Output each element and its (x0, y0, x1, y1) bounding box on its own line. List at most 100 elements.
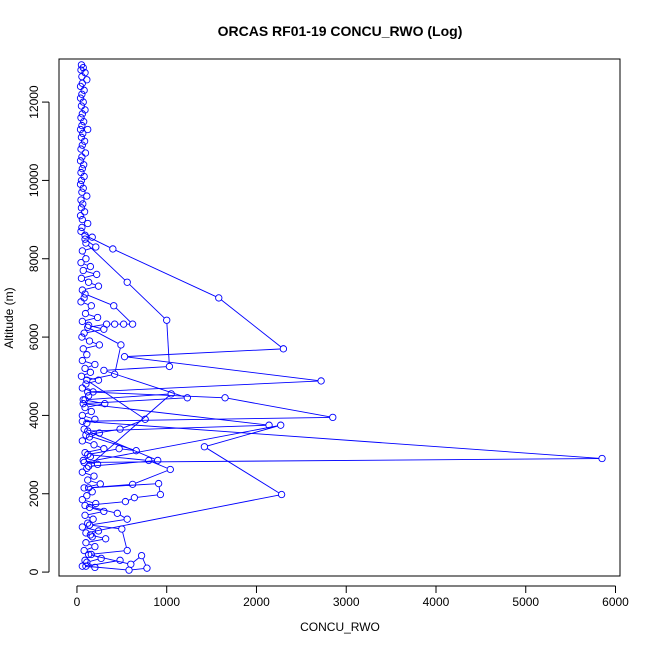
data-point (93, 313, 102, 322)
series-line-segment (85, 500, 93, 504)
data-point (329, 413, 337, 422)
series-line-segment (88, 393, 169, 400)
data-point (78, 495, 86, 504)
y-axis: 0 2000 4000 6000 8000 10000 12000 (27, 85, 50, 575)
series-line-segment (91, 550, 125, 555)
data-point (78, 215, 86, 224)
data-point (77, 298, 85, 306)
data-point (79, 200, 87, 208)
data-point (123, 546, 131, 555)
x-tick-label: 4000 (423, 595, 450, 609)
data-point (77, 102, 86, 110)
data-point (167, 390, 175, 398)
x-tick-label: 0 (74, 595, 81, 609)
data-point (200, 443, 209, 451)
data-point (84, 476, 92, 484)
data-point (95, 341, 104, 349)
data-point (80, 137, 89, 145)
series-line-segment (88, 511, 101, 516)
data-point (79, 129, 87, 138)
data-point (111, 320, 119, 328)
data-point (94, 282, 103, 290)
series-line-segment (87, 294, 111, 305)
data-point (317, 377, 325, 385)
series-line-segment (85, 286, 96, 290)
plot-frame (58, 58, 621, 577)
series-4 (81, 290, 174, 574)
series-layer (76, 61, 606, 574)
chart-title: ORCAS RF01-19 CONCU_RWO (Log) (218, 23, 463, 39)
data-point (121, 497, 130, 506)
data-point (77, 227, 85, 235)
series-line-segment (85, 421, 599, 459)
series-line-segment (92, 341, 97, 345)
series-line-segment (85, 361, 92, 364)
data-point (78, 165, 86, 173)
series-line-segment (90, 431, 155, 460)
y-tick-label: 2000 (27, 480, 41, 507)
data-point (81, 149, 90, 157)
data-point (82, 562, 90, 570)
series-line-segment (88, 448, 101, 453)
series-line-segment (91, 483, 156, 489)
data-point (84, 462, 93, 470)
data-point (77, 274, 86, 282)
data-point (86, 368, 95, 376)
data-point (83, 351, 91, 359)
data-point (80, 458, 88, 467)
series-3 (79, 239, 273, 470)
series-line-segment (88, 501, 123, 506)
data-point (156, 490, 165, 499)
data-point (80, 86, 88, 94)
data-point (83, 76, 91, 84)
data-point (77, 176, 86, 185)
series-line-segment (86, 270, 94, 274)
data-point (110, 302, 118, 310)
data-point (81, 501, 89, 510)
series-line-segment (96, 445, 102, 448)
data-point (143, 564, 151, 572)
series-line-segment (88, 403, 102, 408)
series-line-segment (127, 348, 281, 357)
data-point (96, 480, 104, 488)
data-point (78, 411, 86, 420)
data-point (78, 384, 86, 392)
series-line-segment (90, 395, 170, 465)
data-point (76, 180, 85, 188)
data-point (116, 425, 124, 433)
series-line-segment (107, 366, 167, 371)
data-point (83, 419, 91, 427)
data-point (76, 125, 85, 134)
series-line-segment (87, 484, 98, 488)
data-point (80, 172, 88, 181)
data-point (81, 556, 89, 564)
data-point (81, 231, 89, 239)
data-point (163, 316, 171, 324)
data-point (100, 366, 108, 375)
data-point (118, 525, 126, 533)
series-line-segment (206, 448, 280, 494)
data-point (221, 394, 229, 402)
series-line-segment (166, 323, 170, 364)
series-line-segment (86, 403, 266, 426)
data-point (90, 472, 98, 480)
data-point (84, 125, 92, 134)
data-point (78, 417, 86, 425)
data-point (97, 554, 105, 563)
data-point (84, 219, 92, 228)
data-point (84, 278, 93, 286)
data-point (82, 255, 90, 263)
series-line-segment (86, 345, 97, 349)
series-line-segment (92, 525, 119, 530)
data-point (78, 188, 86, 196)
series-line-segment (85, 472, 92, 476)
data-point (79, 345, 87, 353)
data-point (279, 345, 288, 353)
data-point (78, 562, 86, 570)
series-line-segment (90, 324, 104, 328)
data-point (165, 362, 174, 371)
data-point (89, 515, 97, 523)
series-line-segment (87, 365, 93, 368)
data-point (83, 492, 91, 500)
